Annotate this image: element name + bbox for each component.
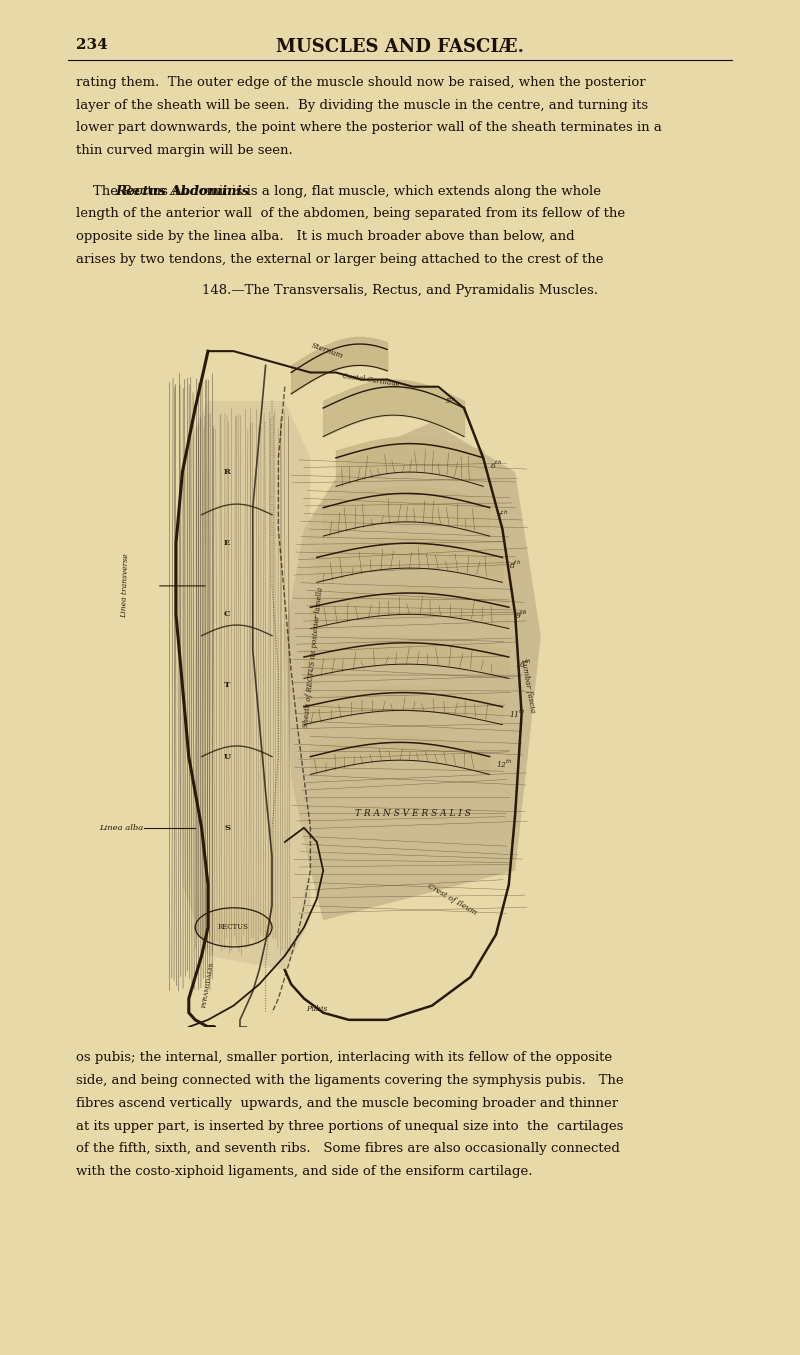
Text: of the fifth, sixth, and seventh ribs.   Some fibres are also occasionally conne: of the fifth, sixth, and seventh ribs. S…	[76, 1142, 620, 1156]
Text: 9$^{th}$: 9$^{th}$	[515, 608, 527, 621]
Text: thin curved margin will be seen.: thin curved margin will be seen.	[76, 144, 293, 157]
Text: S: S	[224, 824, 230, 832]
Text: E: E	[224, 539, 230, 547]
Text: Sternum: Sternum	[310, 341, 345, 360]
Text: 148.—The Transversalis, Rectus, and Pyramidalis Muscles.: 148.—The Transversalis, Rectus, and Pyra…	[202, 285, 598, 297]
Text: rating them.  The outer edge of the muscle should now be raised, when the poster: rating them. The outer edge of the muscl…	[76, 76, 646, 89]
Text: The Rectus Abdominis is a long, flat muscle, which extends along the whole: The Rectus Abdominis is a long, flat mus…	[76, 184, 601, 198]
Text: Rectus Abdominis: Rectus Abdominis	[115, 184, 250, 198]
Text: T R A N S V E R S A L I S: T R A N S V E R S A L I S	[355, 809, 470, 818]
Text: 8$^{th}$: 8$^{th}$	[509, 558, 521, 570]
Text: fibres ascend vertically  upwards, and the muscle becoming broader and thinner: fibres ascend vertically upwards, and th…	[76, 1098, 618, 1110]
Text: 10$^{th}$: 10$^{th}$	[515, 659, 532, 671]
Polygon shape	[176, 401, 310, 970]
Text: Lumbar fascia: Lumbar fascia	[519, 657, 537, 713]
Text: RECTUS: RECTUS	[218, 923, 249, 931]
Text: 234: 234	[76, 38, 108, 51]
Text: with the costo-xiphoid ligaments, and side of the ensiform cartilage.: with the costo-xiphoid ligaments, and si…	[76, 1165, 533, 1177]
Text: Linea alba: Linea alba	[99, 824, 143, 832]
Text: 11$^{th}$: 11$^{th}$	[509, 707, 526, 720]
Text: PYRAMIDALIS: PYRAMIDALIS	[202, 961, 214, 1008]
Text: Sheath of RECTUS its posterior lamella: Sheath of RECTUS its posterior lamella	[302, 587, 325, 728]
Text: at its upper part, is inserted by three portions of unequal size into  the  cart: at its upper part, is inserted by three …	[76, 1119, 623, 1133]
Text: 6$^{th}$: 6$^{th}$	[490, 459, 502, 472]
Ellipse shape	[195, 908, 272, 947]
Text: 12$^{th}$: 12$^{th}$	[496, 757, 513, 770]
Text: Costal Cartilage: Costal Cartilage	[342, 371, 401, 388]
Text: Linea transverse: Linea transverse	[120, 553, 130, 618]
Text: side, and being connected with the ligaments covering the symphysis pubis.   The: side, and being connected with the ligam…	[76, 1075, 624, 1087]
Text: lower part downwards, the point where the posterior wall of the sheath terminate: lower part downwards, the point where th…	[76, 122, 662, 134]
Polygon shape	[285, 423, 541, 920]
Text: T: T	[224, 682, 230, 690]
Text: MUSCLES AND FASCIÆ.: MUSCLES AND FASCIÆ.	[276, 38, 524, 56]
Text: C: C	[224, 610, 230, 618]
Text: 7$^{th}$: 7$^{th}$	[496, 508, 508, 520]
Text: Pubis: Pubis	[306, 1004, 327, 1012]
Text: R: R	[224, 467, 230, 476]
Text: U: U	[223, 752, 231, 760]
Text: os pubis; the internal, smaller portion, interlacing with its fellow of the oppo: os pubis; the internal, smaller portion,…	[76, 1051, 612, 1064]
Text: opposite side by the linea alba.   It is much broader above than below, and: opposite side by the linea alba. It is m…	[76, 230, 574, 243]
Text: layer of the sheath will be seen.  By dividing the muscle in the centre, and tur: layer of the sheath will be seen. By div…	[76, 99, 648, 111]
Text: length of the anterior wall  of the abdomen, being separated from its fellow of : length of the anterior wall of the abdom…	[76, 207, 625, 221]
Text: Crest of Ileum: Crest of Ileum	[426, 882, 478, 916]
Text: arises by two tendons, the external or larger being attached to the crest of the: arises by two tendons, the external or l…	[76, 253, 603, 266]
Text: 5$^{th}$: 5$^{th}$	[445, 396, 456, 406]
